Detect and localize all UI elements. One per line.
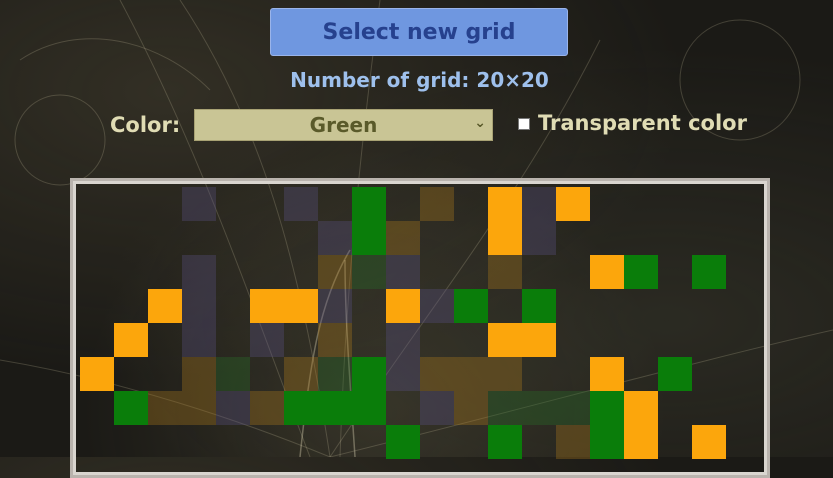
grid-cell[interactable]: [318, 391, 352, 425]
grid-cell[interactable]: [182, 187, 216, 221]
grid-cell[interactable]: [522, 289, 556, 323]
grid-cell[interactable]: [182, 255, 216, 289]
transparent-color-checkbox[interactable]: [518, 118, 530, 130]
grid-cell[interactable]: [658, 357, 692, 391]
grid-cell[interactable]: [352, 187, 386, 221]
grid-cell[interactable]: [386, 255, 420, 289]
grid-cell[interactable]: [250, 391, 284, 425]
grid-cell[interactable]: [386, 323, 420, 357]
grid-cell[interactable]: [488, 323, 522, 357]
grid-cell[interactable]: [522, 221, 556, 255]
grid-cell[interactable]: [216, 357, 250, 391]
grid-cell[interactable]: [624, 255, 658, 289]
grid-cell[interactable]: [454, 357, 488, 391]
grid-cell[interactable]: [522, 391, 556, 425]
grid-cell[interactable]: [114, 323, 148, 357]
grid-cell[interactable]: [284, 391, 318, 425]
grid-cell[interactable]: [556, 187, 590, 221]
grid-cell[interactable]: [148, 289, 182, 323]
grid-cell[interactable]: [556, 425, 590, 459]
grid-cell[interactable]: [488, 425, 522, 459]
grid-cell[interactable]: [420, 187, 454, 221]
grid-cell[interactable]: [352, 255, 386, 289]
grid-cell[interactable]: [182, 357, 216, 391]
grid-cell[interactable]: [318, 255, 352, 289]
grid-cell[interactable]: [488, 187, 522, 221]
grid-cell[interactable]: [250, 323, 284, 357]
grid-cell[interactable]: [148, 391, 182, 425]
chevron-down-icon: ⌄: [474, 115, 486, 131]
grid-cell[interactable]: [420, 357, 454, 391]
grid-cell[interactable]: [318, 289, 352, 323]
grid-cell[interactable]: [386, 289, 420, 323]
select-new-grid-button[interactable]: Select new grid: [270, 8, 568, 56]
grid-cell[interactable]: [182, 323, 216, 357]
grid-cell[interactable]: [488, 391, 522, 425]
color-select[interactable]: Green ⌄: [194, 109, 493, 141]
grid-cell[interactable]: [488, 255, 522, 289]
grid-cell[interactable]: [590, 425, 624, 459]
grid-cell[interactable]: [318, 357, 352, 391]
grid-cell[interactable]: [386, 357, 420, 391]
grid-cell[interactable]: [386, 425, 420, 459]
grid-cell[interactable]: [454, 289, 488, 323]
transparent-color-label[interactable]: Transparent color: [538, 111, 747, 135]
grid-cell[interactable]: [590, 255, 624, 289]
grid-cell[interactable]: [182, 289, 216, 323]
pixel-grid-board[interactable]: [80, 187, 760, 477]
grid-cell[interactable]: [454, 391, 488, 425]
grid-size-text: Number of grid: 20×20: [290, 68, 549, 92]
grid-cell[interactable]: [352, 357, 386, 391]
grid-cell[interactable]: [352, 391, 386, 425]
grid-cell[interactable]: [488, 221, 522, 255]
color-select-value: Green: [309, 113, 378, 137]
grid-cell[interactable]: [284, 357, 318, 391]
grid-cell[interactable]: [488, 357, 522, 391]
grid-cell[interactable]: [556, 391, 590, 425]
grid-cell[interactable]: [692, 255, 726, 289]
color-label: Color:: [110, 113, 181, 137]
grid-cell[interactable]: [80, 357, 114, 391]
grid-cell[interactable]: [420, 289, 454, 323]
grid-cell[interactable]: [284, 187, 318, 221]
grid-cell[interactable]: [522, 323, 556, 357]
grid-cell[interactable]: [624, 425, 658, 459]
grid-cell[interactable]: [624, 391, 658, 425]
grid-cell[interactable]: [284, 289, 318, 323]
grid-cell[interactable]: [250, 289, 284, 323]
grid-cell[interactable]: [352, 221, 386, 255]
grid-cell[interactable]: [386, 221, 420, 255]
grid-cell[interactable]: [182, 391, 216, 425]
grid-cell[interactable]: [692, 425, 726, 459]
grid-cell[interactable]: [114, 391, 148, 425]
grid-cell[interactable]: [522, 187, 556, 221]
grid-cell[interactable]: [318, 221, 352, 255]
grid-cell[interactable]: [590, 391, 624, 425]
grid-cell[interactable]: [216, 391, 250, 425]
grid-cell[interactable]: [318, 323, 352, 357]
grid-cell[interactable]: [420, 391, 454, 425]
grid-cell[interactable]: [590, 357, 624, 391]
